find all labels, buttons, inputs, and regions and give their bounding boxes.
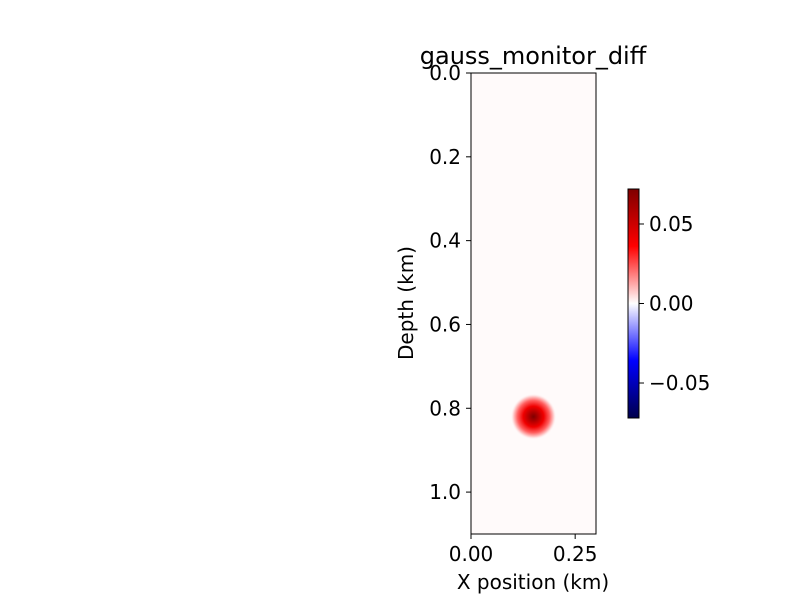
y-tick-label: 1.0 bbox=[429, 480, 461, 504]
y-tick-label: 0.2 bbox=[429, 145, 461, 169]
y-axis: 0.0 0.2 0.4 0.6 0.8 1.0 bbox=[429, 61, 471, 504]
heatmap-background bbox=[471, 73, 596, 534]
x-tick-label: 0.00 bbox=[449, 542, 494, 566]
y-axis-label: Depth (km) bbox=[394, 246, 418, 360]
x-axis-label: X position (km) bbox=[457, 570, 609, 594]
x-tick-label: 0.25 bbox=[553, 542, 598, 566]
y-tick-label: 0.8 bbox=[429, 396, 461, 420]
colorbar-tick-label: −0.05 bbox=[649, 371, 710, 395]
y-tick-label: 0.0 bbox=[429, 61, 461, 85]
x-axis: 0.00 0.25 bbox=[449, 534, 598, 566]
colorbar-axis: −0.05 0.00 0.05 bbox=[639, 212, 710, 395]
plot-frame bbox=[470, 72, 597, 535]
heatmap-anomaly bbox=[510, 393, 557, 440]
colorbar bbox=[627, 188, 640, 419]
colorbar-tick-label: 0.00 bbox=[649, 292, 694, 316]
y-tick-label: 0.4 bbox=[429, 229, 461, 253]
colorbar-tick-label: 0.05 bbox=[649, 212, 694, 236]
chart-title: gauss_monitor_diff bbox=[420, 42, 647, 70]
y-tick-label: 0.6 bbox=[429, 312, 461, 336]
